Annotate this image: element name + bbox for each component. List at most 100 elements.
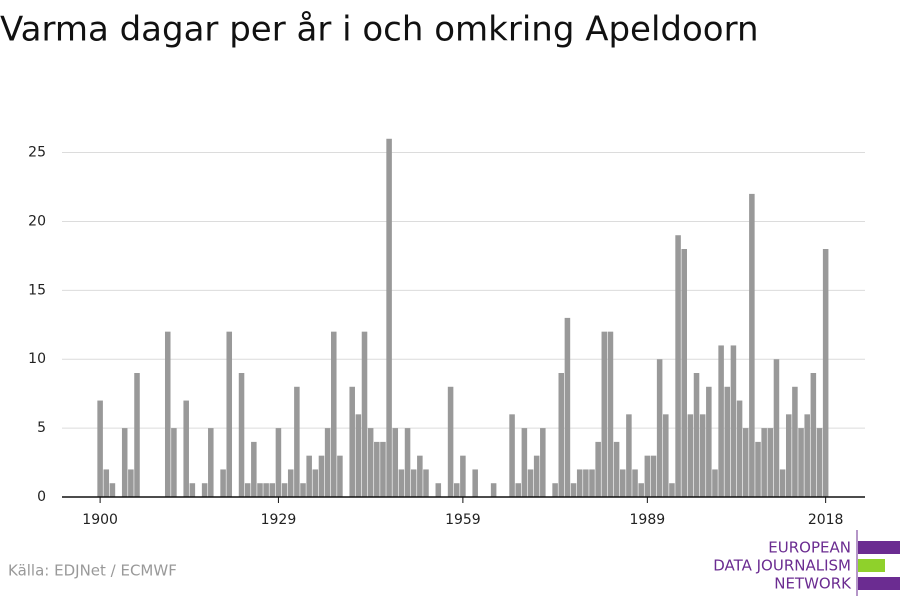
bar [724,386,731,497]
bar [257,483,263,497]
bar [337,455,343,497]
bar [626,414,632,497]
logo-bar [858,577,900,590]
bar [650,455,657,497]
bar [220,469,226,497]
bar [607,331,614,497]
bar [386,138,392,497]
bar [761,428,767,497]
bar [300,483,306,497]
bar [675,235,681,497]
bar [109,483,116,497]
bar [97,400,103,497]
bar [663,414,669,497]
bar [294,386,300,497]
bar [490,483,497,497]
bar [570,483,577,497]
bar [423,469,429,497]
bar [638,483,644,497]
x-tick-label: 1989 [630,512,666,528]
logo-text: DATA JOURNALISM [713,557,851,575]
y-tick-label: 10 [28,351,46,367]
bar [699,414,706,497]
bar [324,428,331,497]
bar [767,428,774,497]
bar [435,483,442,497]
bar [398,469,405,497]
logo-text: NETWORK [774,575,852,593]
bar [269,483,276,497]
bar [447,386,454,497]
bar [460,455,466,497]
bar [589,469,595,497]
bar [613,441,620,497]
logo-text: EUROPEAN [768,539,851,557]
bar [183,400,189,497]
bar [171,428,177,497]
chart-title: Varma dagar per år i och omkring Apeldoo… [0,10,759,50]
bar [404,428,411,497]
bar [509,414,515,497]
y-tick-label: 5 [37,420,46,436]
bar [128,469,134,497]
bar [164,331,171,497]
bar [792,386,798,497]
bar [785,414,792,497]
bar [330,331,337,497]
bar [349,386,355,497]
bar [730,345,737,497]
bar [410,469,417,497]
source: Källa: EDJNet / ECMWF [8,562,177,580]
bar [540,428,546,497]
bar [226,331,233,497]
bar [201,483,208,497]
bar [515,483,521,497]
bar [417,455,423,497]
bar [392,428,399,497]
bar [576,469,583,497]
bar [238,373,245,497]
bar [619,469,626,497]
bar [816,428,823,497]
x-tick-label: 1929 [261,512,297,528]
bar [681,249,687,497]
bar [687,414,694,497]
bar [533,455,540,497]
bar [564,317,571,497]
bar [472,469,478,497]
bar [779,469,786,497]
x-tick-label: 1959 [445,512,481,528]
x-tick-label: 1900 [82,512,118,528]
bar [312,469,319,497]
bar [521,428,528,497]
bar [103,469,110,497]
bar [263,483,269,497]
bar [601,331,608,497]
bar [380,441,386,497]
x-tick-label: 2018 [808,512,844,528]
bar [361,331,368,497]
bar [189,483,196,497]
y-tick-label: 20 [28,213,46,229]
bar [583,469,589,497]
bar [773,359,780,497]
bar [712,469,718,497]
bar [656,359,663,497]
logo-bar [858,541,900,554]
bar [281,483,288,497]
bar [374,441,380,497]
bar [644,455,651,497]
y-tick-label: 0 [37,489,46,505]
bar [121,428,128,497]
y-tick-label: 15 [28,282,46,298]
bar [306,455,312,497]
bar [742,428,749,497]
bar [275,428,282,497]
bar [453,483,460,497]
bar [632,469,638,497]
bar [208,428,214,497]
bar [798,428,804,497]
bar [367,428,374,497]
bar [736,400,743,497]
